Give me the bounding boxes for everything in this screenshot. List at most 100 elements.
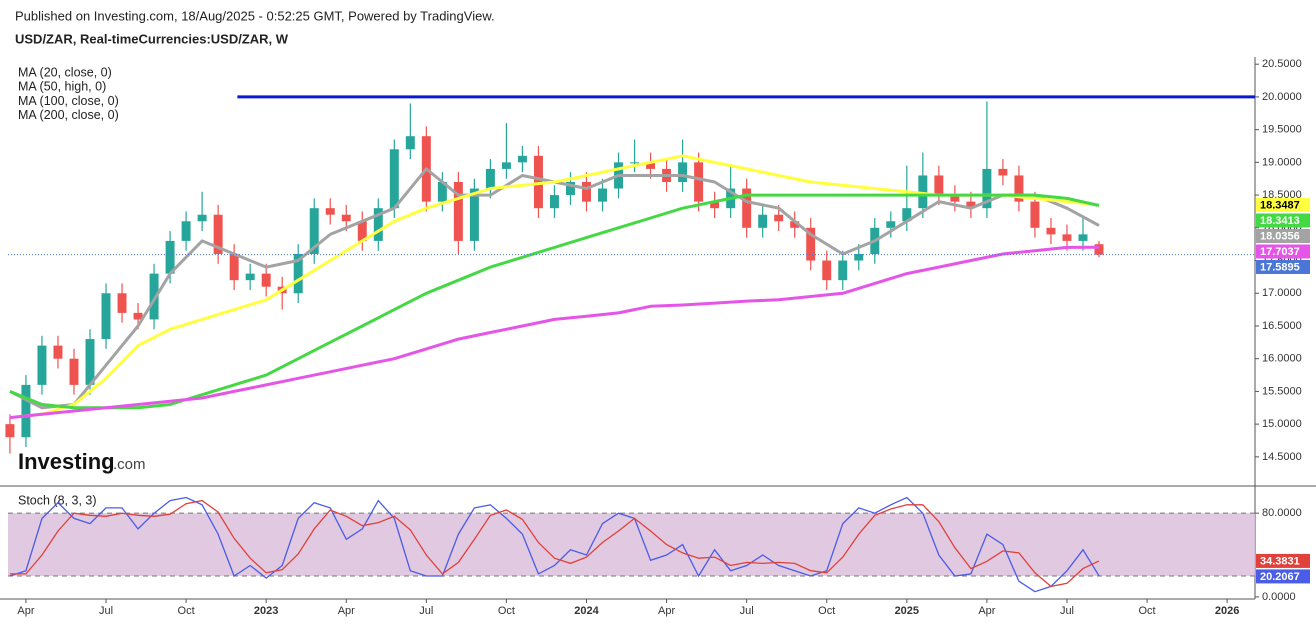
candle-body: [533, 155, 543, 209]
value-badge-label: 18.0356: [1260, 230, 1300, 242]
candle-body: [838, 260, 848, 281]
candle-body: [149, 273, 159, 320]
x-tick-label: Oct: [818, 605, 835, 617]
candle-body: [5, 424, 15, 438]
candle-body: [565, 181, 575, 196]
candle-body: [646, 162, 656, 169]
value-badge: [1256, 553, 1310, 568]
candle-body: [469, 188, 479, 241]
x-tick-label: 2024: [574, 605, 599, 617]
candle-body: [53, 345, 63, 359]
x-tick-label: Jul: [740, 605, 754, 617]
legend-entry: MA (100, close, 0): [18, 94, 119, 108]
candle-body: [101, 293, 111, 340]
value-badge: [1256, 213, 1310, 228]
value-badge: [1256, 569, 1310, 584]
y-tick-label: 80.0000: [1262, 507, 1302, 519]
candle-body: [678, 162, 688, 182]
value-badge-label: 34.3831: [1260, 555, 1300, 567]
value-badge-label: 17.5895: [1260, 261, 1300, 273]
logo-suffix: .com: [113, 456, 146, 473]
value-badge-label: 20.2067: [1260, 571, 1300, 583]
logo-brand: Investing: [18, 449, 115, 474]
candle-body: [293, 253, 303, 294]
candle-body: [357, 221, 367, 241]
candle-body: [630, 162, 640, 164]
candle-body: [694, 162, 704, 202]
candle-body: [1078, 234, 1088, 241]
candle-body: [325, 208, 335, 215]
candle-body: [774, 214, 784, 222]
symbol-title: USD/ZAR, Real-timeCurrencies:USD/ZAR, W: [15, 31, 289, 46]
candle-body: [854, 253, 864, 261]
candle-body: [758, 214, 768, 228]
candle-body: [1062, 234, 1072, 241]
y-tick-label: 19.0000: [1262, 156, 1302, 168]
candle-body: [229, 253, 239, 281]
ma-line: [9, 245, 1100, 420]
candle-body: [582, 181, 591, 202]
candle-body: [165, 240, 175, 274]
candle-body: [742, 188, 752, 228]
y-tick-label: 16.0000: [1262, 353, 1302, 365]
candle-body: [341, 214, 351, 222]
candle-body: [501, 162, 511, 169]
x-tick-label: Jul: [419, 605, 433, 617]
x-tick-label: 2025: [895, 605, 919, 617]
x-tick-label: 2026: [1215, 605, 1239, 617]
candle-body: [133, 312, 143, 320]
candle-body: [373, 208, 383, 241]
candle-body: [982, 168, 992, 209]
y-tick-label: 17.0000: [1262, 287, 1302, 299]
candle-body: [245, 273, 255, 281]
candle-body: [85, 339, 95, 385]
candle-body: [918, 175, 928, 209]
candle-body: [437, 181, 447, 202]
x-tick-label: Apr: [658, 605, 675, 617]
candle-body: [902, 208, 912, 222]
overlay: Investing .com: [18, 449, 146, 474]
x-tick-label: Jul: [1060, 605, 1074, 617]
candle-body: [950, 195, 960, 202]
candle-body: [806, 227, 816, 261]
candle-body: [485, 168, 495, 189]
candle-body: [598, 188, 607, 202]
candle-body: [37, 345, 47, 385]
x-tick-label: Oct: [178, 605, 195, 617]
x-tick-label: Oct: [498, 605, 515, 617]
y-tick-label: 16.5000: [1262, 320, 1302, 332]
candle-body: [389, 149, 399, 209]
candle-body: [197, 214, 207, 222]
candle-body: [934, 175, 944, 196]
value-badge: [1256, 197, 1310, 212]
x-tick-label: Oct: [1138, 605, 1155, 617]
stoch-band: [8, 513, 1255, 576]
candle-body: [1094, 244, 1104, 255]
y-tick-label: 14.5000: [1262, 451, 1302, 463]
value-badge-label: 18.3487: [1260, 199, 1300, 211]
candle-body: [886, 221, 896, 228]
candle-body: [1014, 175, 1024, 202]
y-tick-label: 15.0000: [1262, 418, 1302, 430]
value-badge: [1256, 259, 1310, 274]
candle-body: [405, 136, 415, 150]
candle-body: [117, 293, 127, 313]
legend-entry: MA (200, close, 0): [18, 108, 119, 122]
legend-entry: MA (20, close, 0): [18, 65, 112, 79]
y-tick-label: 0.0000: [1262, 591, 1296, 603]
y-tick-label: 19.5000: [1262, 124, 1302, 136]
value-badge: [1256, 228, 1310, 243]
x-tick-label: Apr: [978, 605, 995, 617]
x-tick-label: Jul: [99, 605, 113, 617]
stoch-panel: Stoch (8, 3, 3) 0.0000 80.0000 20.2067 34.38…: [8, 493, 1310, 617]
value-badge-label: 18.3413: [1260, 215, 1300, 227]
y-tick-label: 15.5000: [1262, 385, 1302, 397]
x-tick-label: Apr: [338, 605, 355, 617]
legend-entry: MA (50, high, 0): [18, 80, 106, 94]
candle-body: [822, 260, 832, 281]
candle-body: [309, 208, 319, 254]
candle-body: [1046, 227, 1056, 235]
candle-body: [966, 201, 976, 209]
candle-body: [1030, 201, 1040, 228]
